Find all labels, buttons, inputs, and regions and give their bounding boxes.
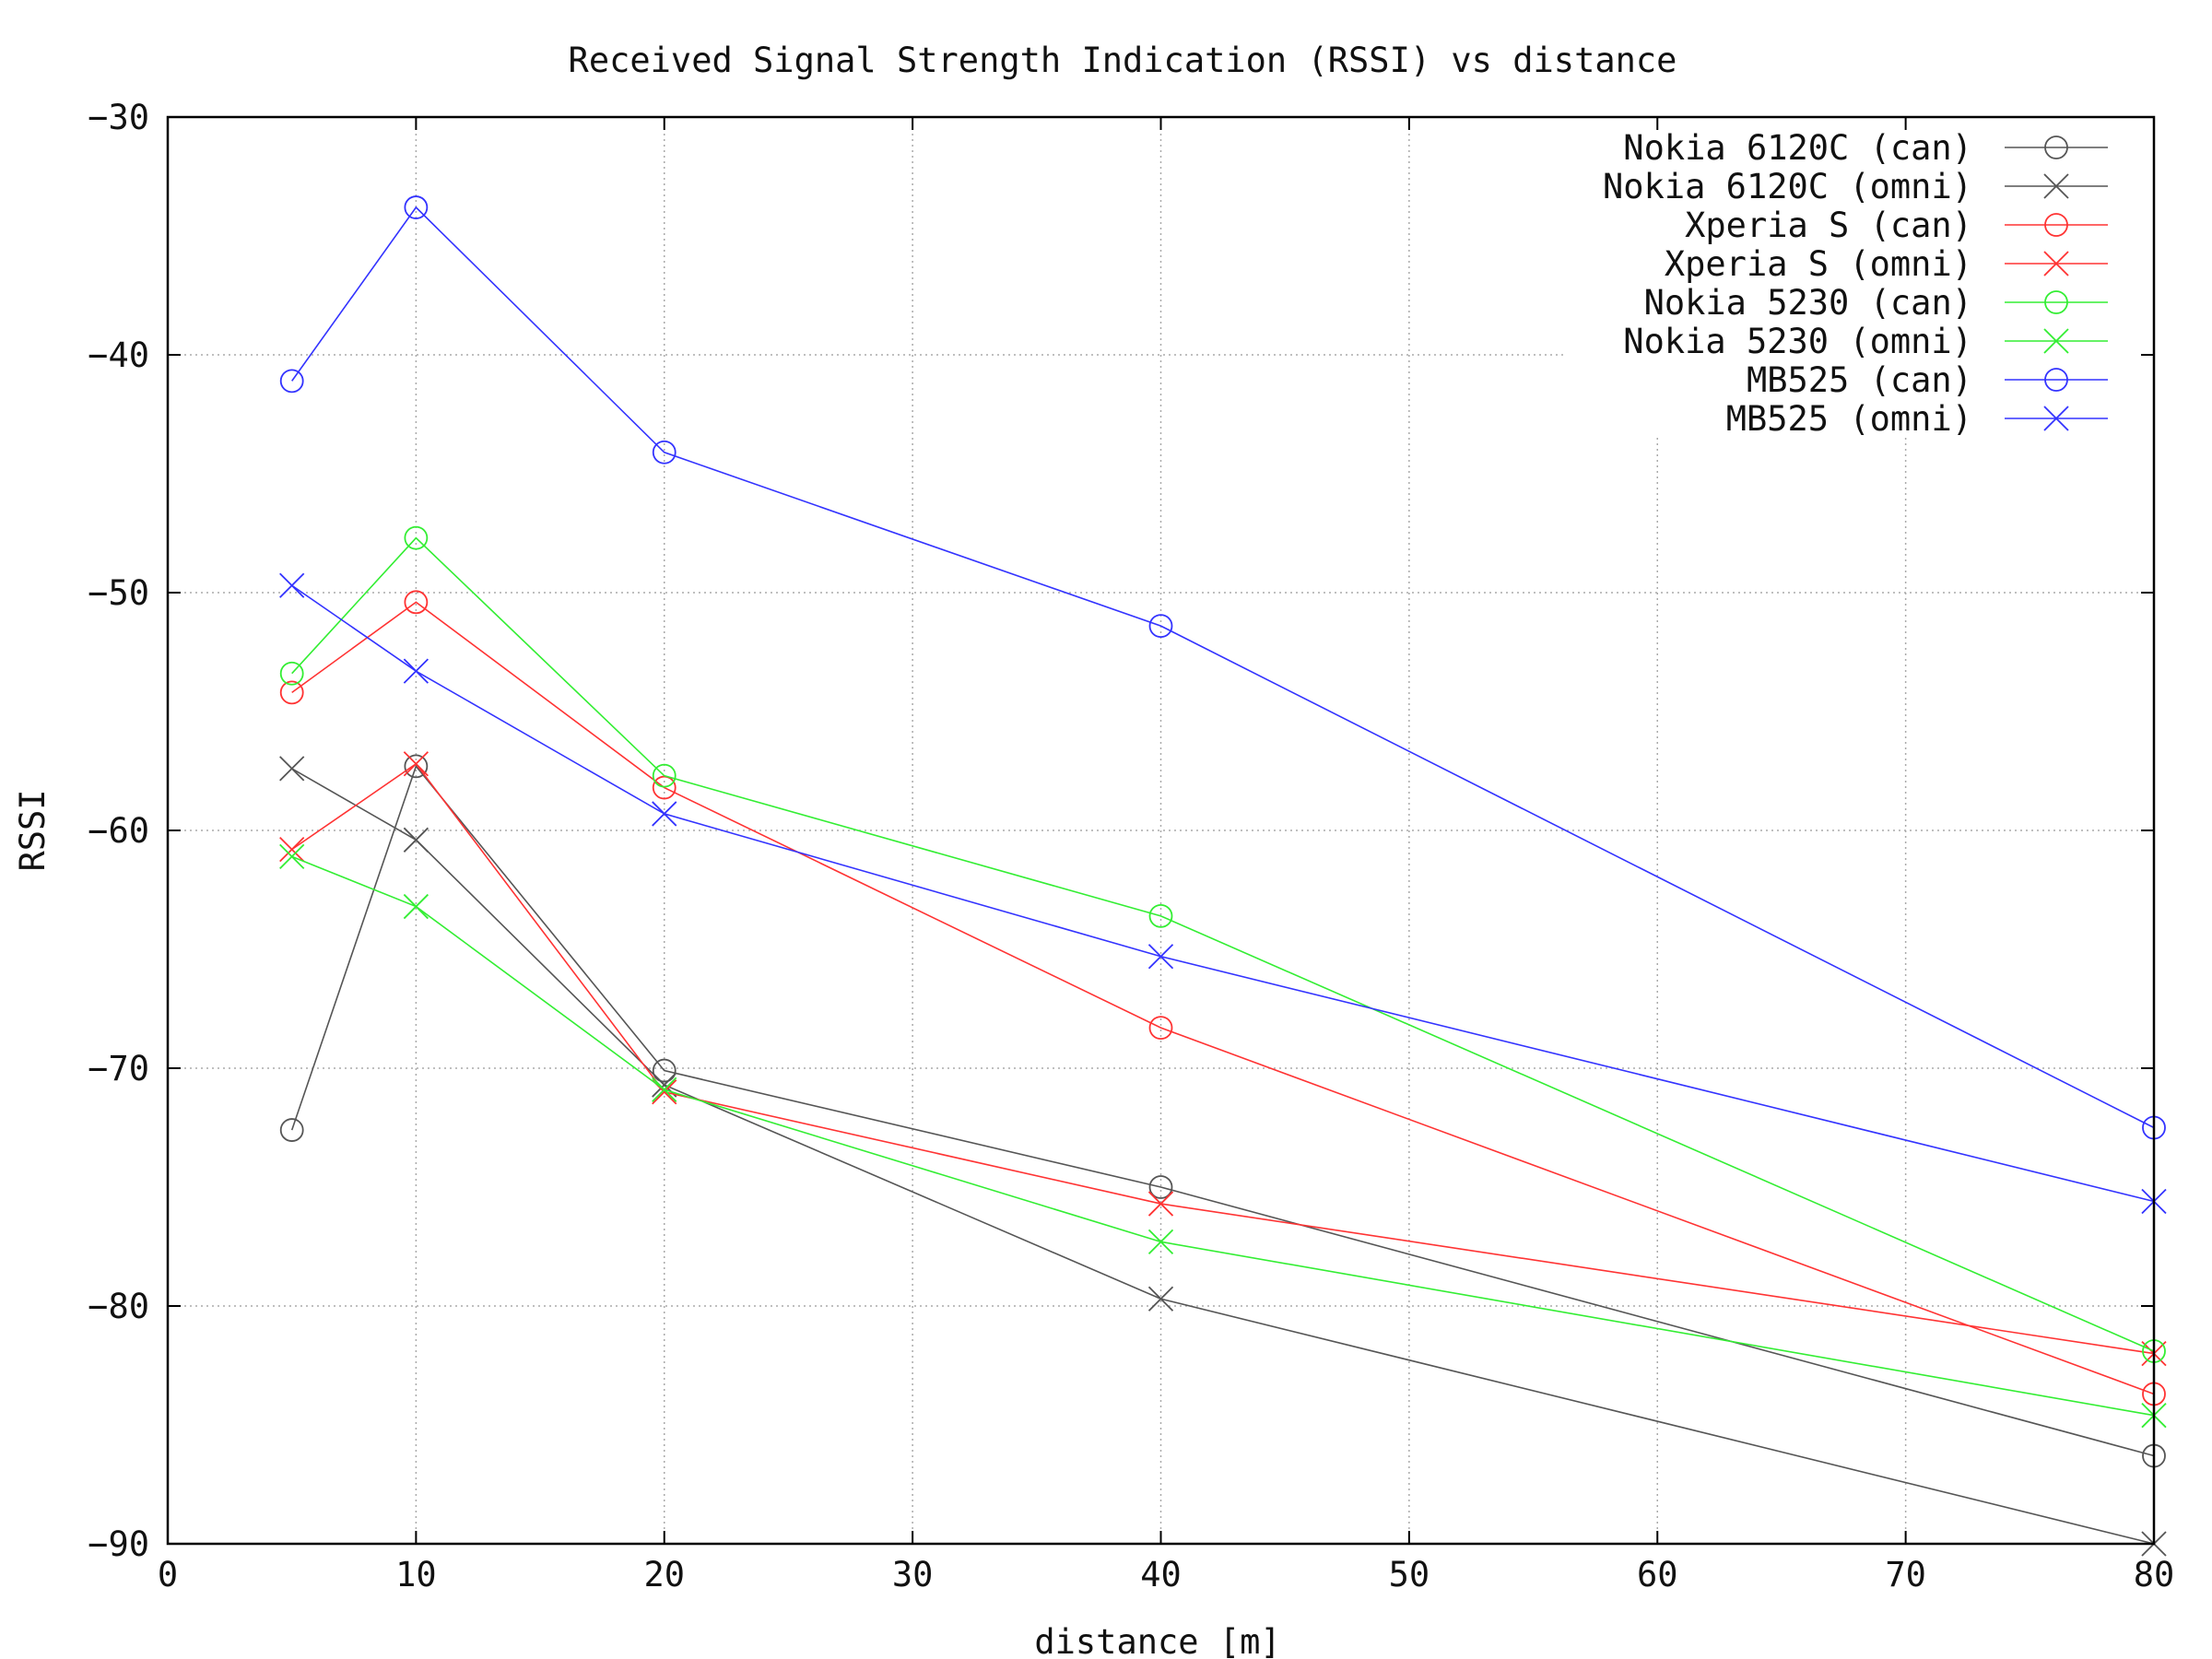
legend-entry: Nokia 6120C (can) bbox=[1623, 128, 2108, 168]
series-nokia-5230-omni bbox=[279, 843, 2167, 1429]
data-point-circle bbox=[279, 1118, 304, 1142]
series-nokia-5230-can bbox=[279, 525, 2166, 1363]
series-line bbox=[290, 764, 2155, 1457]
legend-entry: Xperia S (can) bbox=[1685, 206, 2108, 245]
legend-label: MB525 (omni) bbox=[1726, 399, 1972, 439]
y-axis-label: RSSI bbox=[13, 789, 53, 871]
series-line bbox=[291, 768, 2155, 1545]
data-point-cross bbox=[652, 1077, 677, 1102]
x-tick-label: 50 bbox=[1389, 1555, 1430, 1594]
legend-label: MB525 (can) bbox=[1747, 360, 1972, 400]
legend-entry: MB525 (omni) bbox=[1726, 399, 2108, 439]
series-xperia-s-can bbox=[279, 590, 2166, 1406]
data-point-circle bbox=[279, 369, 304, 394]
data-point-cross bbox=[403, 893, 429, 920]
x-tick-label: 30 bbox=[892, 1555, 934, 1594]
data-point-circle bbox=[1148, 614, 1173, 639]
x-tick-label: 0 bbox=[158, 1555, 178, 1594]
series-xperia-s-omni bbox=[279, 751, 2167, 1367]
data-point-circle bbox=[1148, 1016, 1173, 1041]
legend-marker bbox=[2044, 368, 2068, 392]
data-point-circle bbox=[652, 763, 677, 788]
data-point-circle bbox=[404, 754, 429, 779]
y-tick-label: −70 bbox=[88, 1049, 149, 1088]
legend-marker bbox=[2043, 251, 2069, 276]
legend-label: Nokia 6120C (can) bbox=[1623, 128, 1972, 168]
data-point-cross bbox=[403, 827, 429, 853]
legend: Nokia 6120C (can)Nokia 6120C (omni)Xperi… bbox=[1567, 127, 2146, 439]
legend-marker bbox=[2043, 328, 2069, 354]
data-point-circle bbox=[1148, 903, 1173, 928]
y-tick-label: −50 bbox=[88, 573, 149, 613]
y-tick-label: −30 bbox=[88, 98, 149, 137]
legend-entry: Nokia 6120C (omni) bbox=[1603, 167, 2108, 206]
data-point-circle bbox=[279, 680, 304, 705]
data-point-cross bbox=[652, 1072, 677, 1098]
data-point-cross bbox=[279, 837, 305, 863]
data-point-cross bbox=[1147, 1229, 1174, 1254]
x-axis-label: distance [m] bbox=[1034, 1622, 1280, 1659]
legend-entry: Xperia S (omni) bbox=[1665, 244, 2108, 284]
x-tick-label: 80 bbox=[2134, 1555, 2175, 1594]
series-line bbox=[291, 536, 2155, 1352]
data-point-circle bbox=[1148, 1175, 1173, 1199]
legend-label: Xperia S (can) bbox=[1685, 206, 1972, 245]
series-line bbox=[291, 584, 2155, 1203]
legend-label: Nokia 6120C (omni) bbox=[1603, 167, 1972, 206]
legend-marker bbox=[2043, 406, 2069, 431]
x-tick-label: 70 bbox=[1885, 1555, 1926, 1594]
legend-marker bbox=[2043, 173, 2069, 199]
series-line bbox=[291, 601, 2155, 1395]
legend-marker bbox=[2044, 135, 2068, 159]
data-point-circle bbox=[652, 1058, 677, 1083]
legend-entry: Nokia 5230 (can) bbox=[1644, 283, 2108, 323]
series-line bbox=[291, 206, 2155, 1129]
legend-marker bbox=[2044, 290, 2068, 314]
data-point-circle bbox=[652, 775, 677, 800]
series-nokia-6120c-can bbox=[279, 754, 2166, 1468]
data-point-cross bbox=[1147, 1286, 1174, 1312]
series-layer bbox=[279, 195, 2167, 1557]
data-point-cross bbox=[1147, 944, 1174, 970]
data-point-circle bbox=[404, 590, 429, 615]
legend-label: Nokia 5230 (omni) bbox=[1623, 322, 1972, 361]
data-point-circle bbox=[652, 440, 677, 465]
y-tick-label: −40 bbox=[88, 335, 149, 375]
x-tick-label: 20 bbox=[643, 1555, 685, 1594]
data-point-circle bbox=[404, 525, 429, 550]
data-point-cross bbox=[279, 572, 305, 598]
legend-label: Nokia 5230 (can) bbox=[1644, 283, 1972, 323]
series-nokia-6120c-omni bbox=[279, 756, 2167, 1557]
series-line bbox=[291, 762, 2155, 1355]
legend-entry: MB525 (can) bbox=[1747, 360, 2108, 400]
legend-marker bbox=[2044, 213, 2068, 237]
data-point-cross bbox=[652, 801, 677, 827]
data-point-cross bbox=[403, 751, 429, 777]
x-tick-label: 40 bbox=[1140, 1555, 1182, 1594]
data-point-circle bbox=[279, 661, 304, 686]
data-point-cross bbox=[279, 843, 305, 870]
data-point-cross bbox=[1147, 1191, 1174, 1217]
series-line bbox=[291, 855, 2155, 1417]
legend-label: Xperia S (omni) bbox=[1665, 244, 1972, 284]
x-tick-label: 60 bbox=[1637, 1555, 1678, 1594]
y-tick-label: −60 bbox=[88, 811, 149, 851]
ticks: 0 10 20 30 40 50 60 70 80 −90 −80 −70 −60 −50 −40 −30 bbox=[88, 98, 2174, 1594]
legend-entry: Nokia 5230 (omni) bbox=[1623, 322, 2108, 361]
data-point-cross bbox=[403, 658, 429, 684]
data-point-circle bbox=[404, 195, 429, 219]
x-tick-label: 10 bbox=[395, 1555, 437, 1594]
series-mb525-omni bbox=[279, 572, 2167, 1215]
y-tick-label: −80 bbox=[88, 1287, 149, 1326]
data-point-cross bbox=[279, 756, 305, 782]
chart-title: Received Signal Strength Indication (RSS… bbox=[569, 41, 1677, 80]
y-tick-label: −90 bbox=[88, 1524, 149, 1564]
